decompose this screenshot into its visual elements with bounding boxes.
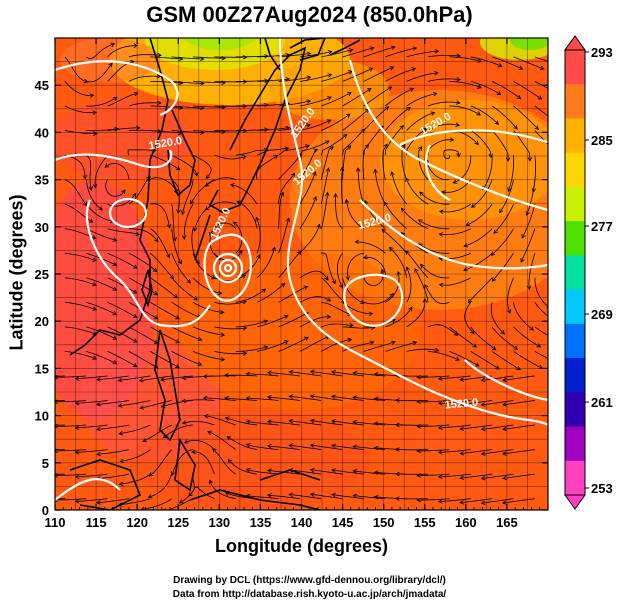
y-axis-label: Latitude (degrees) (6, 194, 27, 351)
colorbar-segment (565, 426, 585, 462)
colorbar-segment (565, 84, 585, 119)
colorbar-min-arrow (564, 494, 586, 510)
colorbar: 293 285 277 269 261 253 (564, 35, 613, 510)
colorbar-segment (565, 50, 585, 85)
y-tick-label: 40 (35, 125, 49, 140)
colorbar-tick-label: 253 (591, 481, 613, 496)
colorbar-segment (565, 460, 585, 496)
colorbar-tick-label: 261 (591, 395, 613, 410)
colorbar-segment (565, 221, 585, 256)
colorbar-segment (565, 255, 585, 291)
x-axis-ticks: 110 115 120 125 130 135 140 145 150 155 160 165 (45, 38, 549, 530)
colorbar-tick-label: 277 (591, 219, 613, 234)
y-tick-label: 15 (35, 361, 49, 376)
x-tick-label: 165 (496, 515, 518, 530)
colorbar-segment (565, 289, 585, 325)
y-tick-label: 5 (42, 456, 49, 471)
y-tick-label: 45 (35, 78, 49, 93)
chart-title: GSM 00Z27Aug2024 (850.0hPa) (146, 2, 473, 27)
colorbar-segment (565, 358, 585, 393)
x-tick-label: 125 (167, 515, 189, 530)
y-tick-label: 35 (35, 173, 49, 188)
x-tick-label: 115 (86, 515, 107, 530)
x-tick-label: 110 (45, 515, 66, 530)
coastline (69, 38, 361, 510)
colorbar-max-arrow (564, 35, 586, 51)
x-tick-label: 130 (208, 515, 230, 530)
credit-drawing: Drawing by DCL (https://www.gfd-dennou.o… (173, 575, 446, 586)
x-tick-label: 140 (291, 515, 313, 530)
y-axis-ticks: 0 5 10 15 20 25 30 35 40 45 (35, 78, 548, 518)
x-tick-label: 150 (373, 515, 395, 530)
colorbar-segment (565, 118, 585, 154)
y-tick-label: 25 (35, 267, 49, 282)
y-tick-label: 20 (35, 314, 49, 329)
contour-label: 1520.0 (444, 397, 479, 412)
colorbar-segment (565, 392, 585, 428)
geopotential-contours (55, 38, 548, 501)
colorbar-tick-label: 293 (591, 45, 613, 60)
x-axis-label: Longitude (degrees) (214, 536, 388, 556)
colorbar-tick-label: 285 (591, 133, 613, 148)
colorbar-segment (565, 152, 585, 188)
contour-label: 1520.0 (148, 135, 183, 153)
x-tick-label: 120 (126, 515, 148, 530)
x-tick-label: 135 (250, 515, 272, 530)
y-tick-label: 0 (42, 503, 49, 518)
colorbar-segment (565, 323, 585, 359)
colorbar-segment (565, 186, 585, 222)
x-tick-label: 145 (332, 515, 354, 530)
y-tick-label: 30 (35, 220, 49, 235)
y-tick-label: 10 (35, 409, 49, 424)
colorbar-tick-label: 269 (591, 307, 613, 322)
map-grid (55, 38, 548, 510)
streamlines (55, 42, 548, 510)
credit-data-source: Data from http://database.rish.kyoto-u.a… (172, 589, 447, 600)
x-tick-label: 160 (455, 515, 477, 530)
x-tick-label: 155 (414, 515, 436, 530)
